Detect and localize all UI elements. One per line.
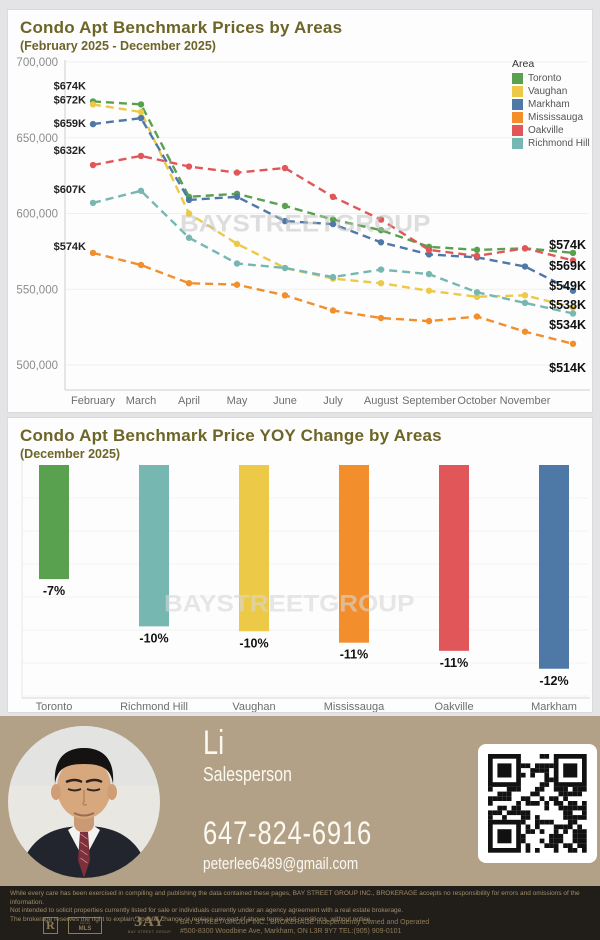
svg-text:Richmond Hill: Richmond Hill xyxy=(120,701,188,712)
svg-text:550,000: 550,000 xyxy=(16,284,58,296)
legend-label: Markham xyxy=(528,99,570,110)
svg-text:Markham: Markham xyxy=(531,701,577,712)
legend-item-toronto: Toronto xyxy=(512,73,590,84)
svg-text:August: August xyxy=(364,395,398,407)
legend-item-mississauga: Mississauga xyxy=(512,112,590,123)
svg-text:$574K: $574K xyxy=(549,238,586,252)
bay-logo-caption: BAY STREET GROUP xyxy=(128,930,172,934)
svg-text:$534K: $534K xyxy=(549,318,586,332)
svg-text:$514K: $514K xyxy=(549,361,586,375)
svg-text:-7%: -7% xyxy=(43,584,65,598)
line-chart-title: Condo Apt Benchmark Prices by Areas xyxy=(20,18,343,37)
qr-code-pattern xyxy=(488,754,587,853)
svg-text:February: February xyxy=(71,395,116,407)
svg-text:$632K: $632K xyxy=(54,145,86,157)
svg-text:-11%: -11% xyxy=(440,656,469,670)
brokerage-line-2: #500-8300 Woodbine Ave, Markham, ON L3R … xyxy=(180,928,402,935)
legend-title: Area xyxy=(512,58,535,70)
svg-text:March: March xyxy=(126,395,157,407)
legend-swatch xyxy=(512,99,523,110)
svg-text:$538K: $538K xyxy=(549,298,586,312)
svg-text:April: April xyxy=(178,395,200,407)
legend-label: Toronto xyxy=(528,73,562,84)
line-chart: 700,000 650,000 600,000 550,000 500,000 Febru… xyxy=(16,57,590,407)
realtor-logo: R xyxy=(43,917,58,934)
legend-item-richmond-hill: Richmond Hill xyxy=(512,138,590,149)
svg-text:Oakville: Oakville xyxy=(434,701,473,712)
svg-text:650,000: 650,000 xyxy=(16,133,58,145)
legend-items: Toronto Vaughan Markham Mississauga Oakville… xyxy=(512,73,590,149)
svg-text:$549K: $549K xyxy=(549,279,586,293)
yoy-change-card: Condo Apt Benchmark Price YOY Change by … xyxy=(7,417,593,713)
legend-swatch xyxy=(512,112,523,123)
svg-text:Mississauga: Mississauga xyxy=(324,701,385,712)
agent-info: Li Salesperson 647-824-6916 peterlee6489… xyxy=(203,724,372,874)
svg-text:-10%: -10% xyxy=(139,631,168,645)
svg-text:October: October xyxy=(457,395,496,407)
svg-text:600,000: 600,000 xyxy=(16,209,58,221)
legend-label: Vaughan xyxy=(528,86,568,97)
svg-text:-12%: -12% xyxy=(539,674,568,688)
agent-phone[interactable]: 647-824-6916 xyxy=(203,815,373,851)
legend-item-vaughan: Vaughan xyxy=(512,86,590,97)
brokerage-info: BAY STREET GROUP INC., BROKERAGE Indepen… xyxy=(180,918,429,936)
agent-footer: Li Salesperson 647-824-6916 peterlee6489… xyxy=(0,716,600,886)
disclaimer-text: While every care has been exercised in c… xyxy=(10,890,592,924)
disclaimer-line-2: Not intended to solicit properties curre… xyxy=(10,907,404,914)
svg-text:May: May xyxy=(227,395,248,407)
line-chart-subtitle: (February 2025 - December 2025) xyxy=(20,39,216,53)
svg-text:-11%: -11% xyxy=(340,648,369,662)
svg-text:$569K: $569K xyxy=(549,259,586,273)
line-chart-legend: Area Toronto Vaughan Markham Mississauga Oak… xyxy=(512,58,590,151)
svg-text:September: September xyxy=(402,395,456,407)
svg-text:July: July xyxy=(323,395,343,407)
legend-item-oakville: Oakville xyxy=(512,125,590,136)
legend-swatch xyxy=(512,73,523,84)
svg-text:500,000: 500,000 xyxy=(16,360,58,372)
legal-bar: While every care has been exercised in c… xyxy=(0,886,600,940)
svg-text:$674K: $674K xyxy=(54,80,86,92)
disclaimer-line-3: The brokerage reserves the right to expl… xyxy=(10,915,373,923)
legend-label: Mississauga xyxy=(528,112,584,123)
legend-label: Oakville xyxy=(528,125,564,136)
svg-text:$607K: $607K xyxy=(54,184,86,196)
brokerage-line-1: BAY STREET GROUP INC., BROKERAGE Indepen… xyxy=(180,919,430,926)
legend-swatch xyxy=(512,125,523,136)
legend-swatch xyxy=(512,86,523,97)
svg-text:$574K: $574K xyxy=(54,241,86,253)
svg-text:Vaughan: Vaughan xyxy=(232,701,275,712)
svg-text:$672K: $672K xyxy=(54,94,86,106)
svg-text:November: November xyxy=(500,395,551,407)
svg-text:$659K: $659K xyxy=(54,118,86,130)
disclaimer-line-1: While every care has been exercised in c… xyxy=(10,890,580,906)
agent-photo xyxy=(8,726,160,878)
bar-chart-subtitle: (December 2025) xyxy=(20,447,121,461)
svg-text:Toronto: Toronto xyxy=(36,701,73,712)
agent-name: Li xyxy=(203,724,225,762)
qr-code xyxy=(478,744,597,863)
legend-item-markham: Markham xyxy=(512,99,590,110)
svg-text:700,000: 700,000 xyxy=(16,57,58,69)
agent-email[interactable]: peterlee6489@gmail.com xyxy=(203,854,359,873)
svg-text:-10%: -10% xyxy=(239,636,268,650)
agent-job-title: Salesperson xyxy=(203,764,292,786)
mls-houses-icon: ⌂⌂⌂ xyxy=(79,919,91,926)
bay-street-group-logo: ЗAY BAY STREET GROUP xyxy=(128,914,172,935)
svg-text:June: June xyxy=(273,395,297,407)
bar-chart-title: Condo Apt Benchmark Price YOY Change by … xyxy=(20,426,442,445)
legend-label: Richmond Hill xyxy=(528,138,590,149)
yoy-bar-chart: -7% Toronto -10% Richmond Hill -10% Vaughan -1… xyxy=(21,460,590,712)
legend-swatch xyxy=(512,138,523,149)
mls-logo: ⌂⌂⌂ MLS xyxy=(68,917,102,934)
